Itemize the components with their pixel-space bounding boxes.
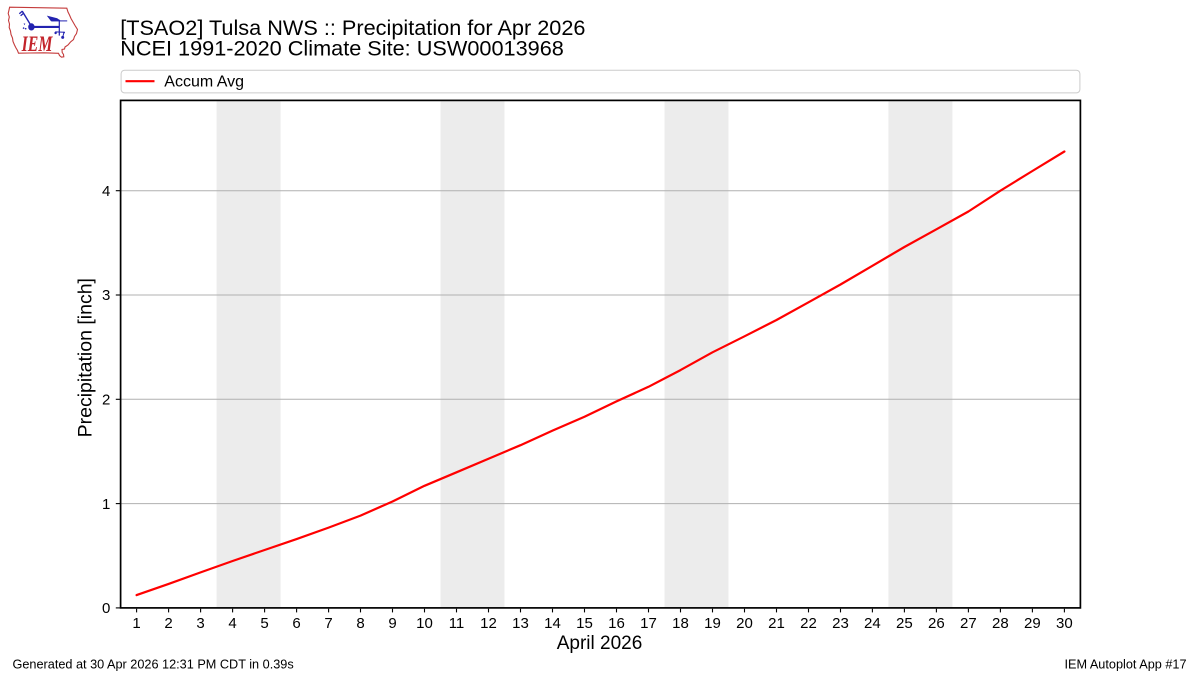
svg-text:NCEI 1991-2020 Climate Site: U: NCEI 1991-2020 Climate Site: USW00013968 (120, 36, 564, 61)
svg-text:0: 0 (102, 600, 110, 617)
svg-text:27: 27 (960, 615, 977, 632)
svg-text:4: 4 (102, 183, 110, 200)
svg-text:[TSAO2] Tulsa NWS :: Precipita: [TSAO2] Tulsa NWS :: Precipitation for A… (120, 15, 585, 40)
svg-text:30: 30 (1056, 615, 1073, 632)
svg-text:13: 13 (512, 615, 529, 632)
svg-text:24: 24 (864, 615, 881, 632)
svg-text:29: 29 (1024, 615, 1041, 632)
svg-text:11: 11 (449, 615, 465, 632)
svg-text:1: 1 (132, 615, 140, 632)
svg-text:Accum Avg: Accum Avg (164, 73, 244, 90)
svg-text:18: 18 (672, 615, 689, 632)
svg-text:Precipitation [inch]: Precipitation [inch] (75, 278, 97, 437)
svg-text:20: 20 (736, 615, 753, 632)
svg-text:3: 3 (102, 287, 110, 304)
svg-text:Generated at 30 Apr 2026 12:31: Generated at 30 Apr 2026 12:31 PM CDT in… (13, 658, 294, 672)
svg-text:6: 6 (292, 615, 300, 632)
svg-text:14: 14 (544, 615, 561, 632)
svg-text:2: 2 (102, 392, 110, 409)
svg-text:28: 28 (992, 615, 1009, 632)
svg-text:12: 12 (480, 615, 497, 632)
svg-text:5: 5 (260, 615, 268, 632)
svg-text:4: 4 (228, 615, 236, 632)
svg-text:10: 10 (416, 615, 433, 632)
svg-text:23: 23 (832, 615, 849, 632)
svg-text:21: 21 (768, 615, 785, 632)
svg-text:16: 16 (608, 615, 625, 632)
svg-text:17: 17 (640, 615, 657, 632)
svg-text:8: 8 (356, 615, 364, 632)
svg-text:7: 7 (324, 615, 332, 632)
svg-text:15: 15 (576, 615, 593, 632)
svg-text:2: 2 (164, 615, 172, 632)
svg-text:22: 22 (800, 615, 817, 632)
svg-text:IEM: IEM (21, 31, 54, 56)
svg-text:IEM Autoplot App #17: IEM Autoplot App #17 (1064, 658, 1186, 672)
svg-text:26: 26 (928, 615, 945, 632)
svg-text:April 2026: April 2026 (557, 633, 643, 654)
svg-text:19: 19 (704, 615, 721, 632)
svg-text:25: 25 (896, 615, 913, 632)
svg-text:1: 1 (102, 496, 110, 513)
svg-text:3: 3 (196, 615, 204, 632)
svg-text:9: 9 (388, 615, 396, 632)
